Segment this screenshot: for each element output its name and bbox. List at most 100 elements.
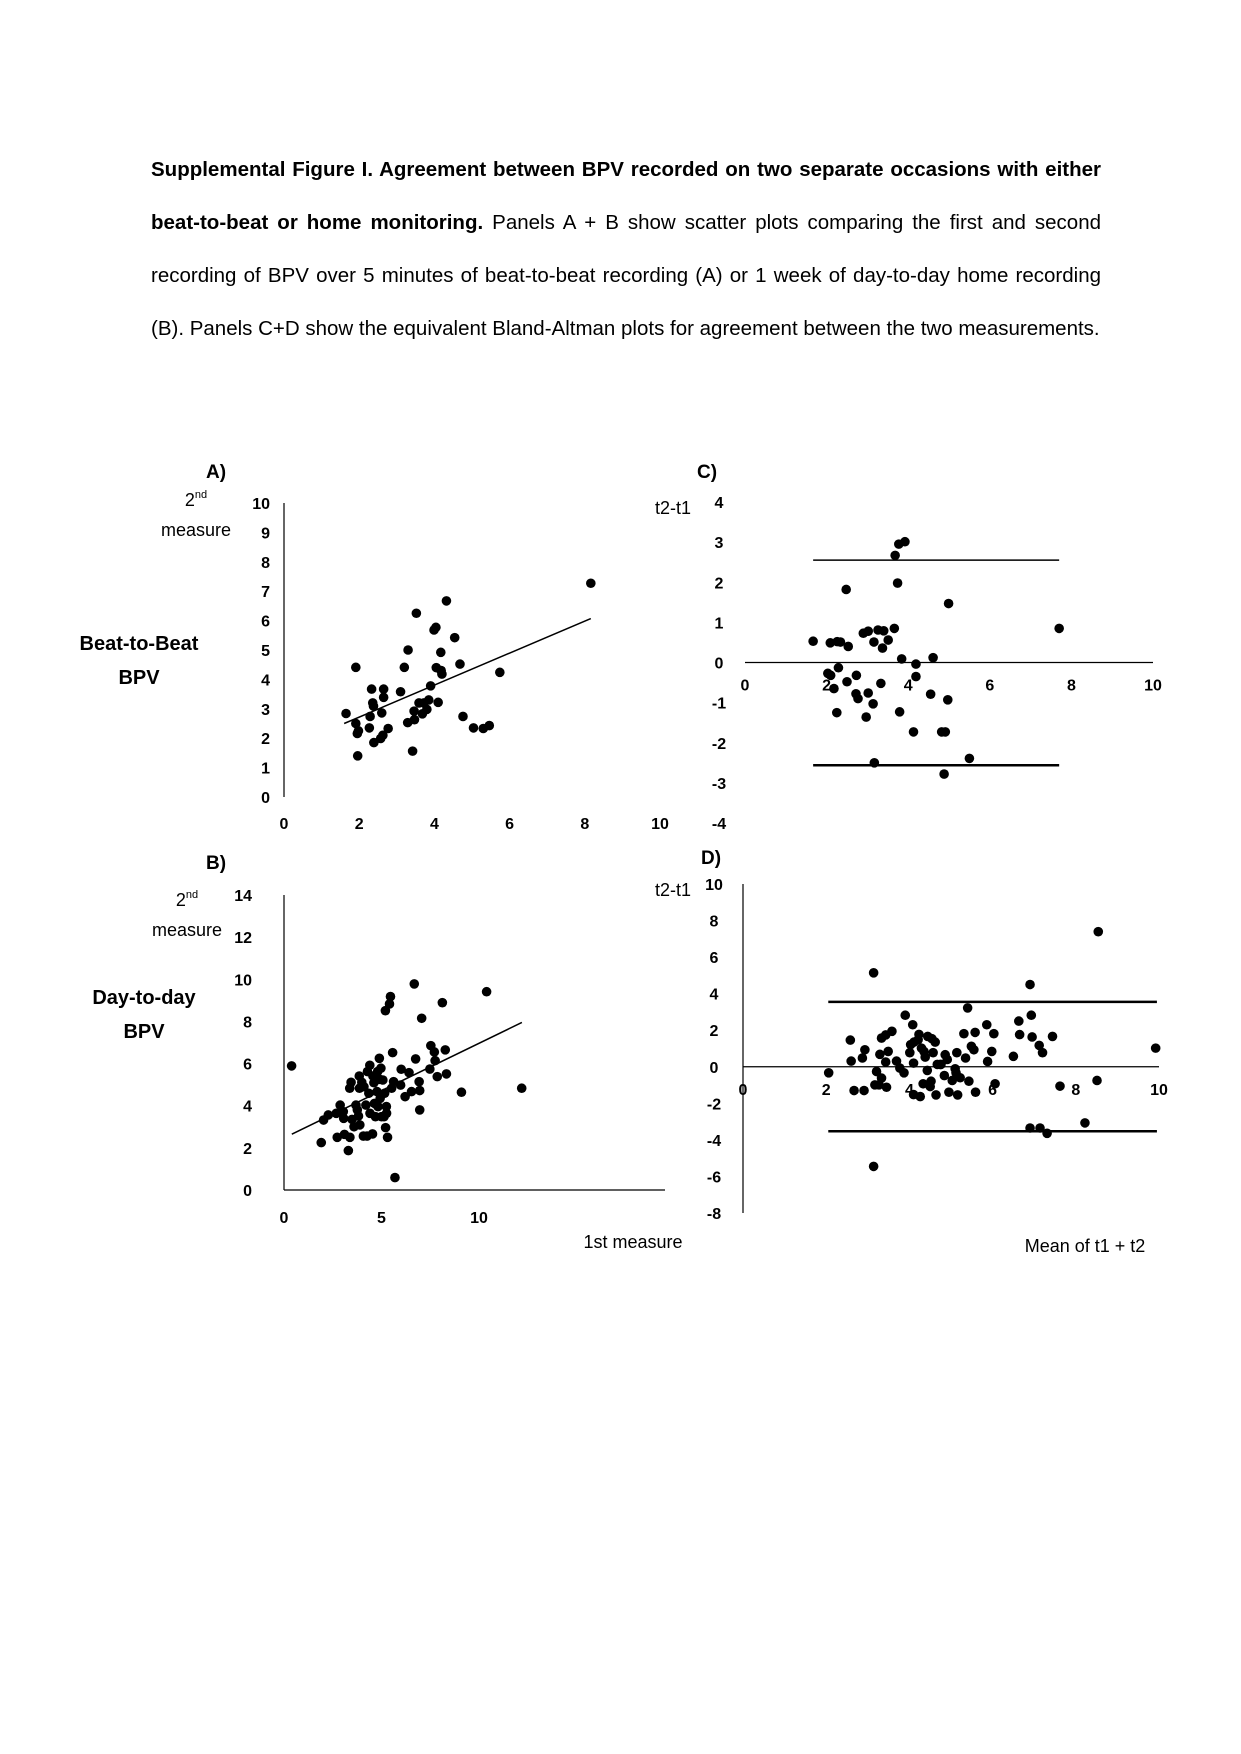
data-point xyxy=(384,999,395,1009)
y-tick-label: 10 xyxy=(252,496,270,513)
y-axis-label-line2: measure xyxy=(161,520,231,540)
ordinal-suffix: nd xyxy=(186,889,198,901)
data-point xyxy=(374,1053,385,1064)
row-label-bottom-2: BPV xyxy=(123,1021,165,1043)
x-tick-label: 10 xyxy=(1150,1082,1168,1099)
data-point xyxy=(381,1101,392,1112)
data-point xyxy=(382,1132,393,1143)
data-point xyxy=(441,596,452,606)
data-point xyxy=(364,723,375,733)
data-point xyxy=(338,1113,349,1124)
data-point xyxy=(914,1029,924,1040)
data-point xyxy=(359,1081,369,1092)
y-tick-label: 0 xyxy=(715,656,724,673)
data-point xyxy=(940,727,951,737)
data-point xyxy=(410,1054,421,1064)
x-tick-label: 8 xyxy=(580,816,589,833)
data-point xyxy=(425,681,436,691)
x-tick-label: 10 xyxy=(1144,678,1162,695)
data-point xyxy=(406,1086,417,1097)
y-tick-label: -4 xyxy=(712,816,726,833)
data-point xyxy=(351,662,361,673)
data-point xyxy=(1055,1081,1065,1091)
data-point xyxy=(1008,1051,1019,1062)
y-tick-label: 14 xyxy=(234,888,252,905)
x-tick-label: 6 xyxy=(988,1082,997,1099)
data-point xyxy=(911,671,921,682)
data-point xyxy=(353,1111,364,1121)
x-tick-label: 8 xyxy=(1067,678,1076,695)
data-point xyxy=(376,1063,386,1074)
x-tick-label: 4 xyxy=(904,678,913,695)
data-point xyxy=(926,1076,936,1087)
y-tick-label: 6 xyxy=(710,950,719,967)
data-point xyxy=(378,684,389,694)
data-point xyxy=(332,1132,343,1143)
data-point xyxy=(341,708,351,719)
data-point xyxy=(843,641,854,652)
data-point xyxy=(970,1027,980,1038)
y-tick-label: 2 xyxy=(715,575,724,592)
data-point xyxy=(939,769,949,779)
data-point xyxy=(896,654,907,664)
data-point xyxy=(431,622,441,633)
data-point xyxy=(900,1010,911,1021)
data-point xyxy=(365,711,375,722)
data-point xyxy=(947,1075,958,1086)
y-tick-label: 5 xyxy=(261,643,270,660)
y-tick-label: 2 xyxy=(710,1023,719,1040)
data-point xyxy=(900,536,910,547)
data-point xyxy=(959,1028,969,1039)
data-point xyxy=(376,708,387,718)
x-tick-label: 10 xyxy=(651,816,669,833)
y-tick-label: 1 xyxy=(261,761,270,778)
data-point xyxy=(390,1172,400,1183)
ordinal-suffix: nd xyxy=(195,489,207,501)
data-point xyxy=(1025,979,1035,990)
trend-line xyxy=(343,617,592,725)
panel-label: A) xyxy=(206,462,226,483)
data-point xyxy=(1035,1123,1045,1133)
data-point xyxy=(361,1100,371,1110)
data-point xyxy=(430,1055,440,1066)
y-axis-label-line1: 2 xyxy=(176,890,186,910)
data-point xyxy=(432,1071,443,1082)
y-tick-label: 4 xyxy=(710,987,719,1004)
x-tick-label: 0 xyxy=(280,816,289,833)
data-point xyxy=(960,1053,971,1063)
y-tick-label: 4 xyxy=(715,495,724,512)
y-tick-label: 8 xyxy=(243,1014,252,1031)
data-point xyxy=(825,670,836,681)
y-tick-label: -8 xyxy=(707,1206,721,1223)
data-point xyxy=(846,1056,856,1066)
data-point xyxy=(458,711,468,722)
y-axis-label-line1: 2 xyxy=(185,490,195,510)
data-point xyxy=(835,637,846,647)
data-point xyxy=(869,637,879,647)
data-point xyxy=(1027,1032,1037,1042)
data-point xyxy=(1014,1029,1025,1040)
x-tick-label: 5 xyxy=(377,1210,386,1227)
y-tick-label: 7 xyxy=(261,584,270,601)
y-axis-label: t2-t1 xyxy=(655,880,691,900)
data-point xyxy=(586,578,596,589)
data-point xyxy=(1092,1075,1102,1086)
x-axis-label: Mean of t1 + t2 xyxy=(1025,1236,1146,1256)
data-point xyxy=(899,1068,909,1078)
data-point xyxy=(845,1035,856,1045)
caption-text: Panels A + B show scatter plots comparin… xyxy=(151,211,1102,340)
y-tick-label: 6 xyxy=(261,614,270,631)
data-point xyxy=(404,1067,414,1078)
data-point xyxy=(399,662,410,673)
data-point xyxy=(920,1052,931,1062)
data-point xyxy=(907,1019,918,1030)
data-point xyxy=(833,662,844,673)
figure-caption: Supplemental Figure I. Agreement between… xyxy=(151,143,1101,355)
data-point xyxy=(441,1069,452,1079)
y-tick-label: -6 xyxy=(707,1169,721,1186)
y-tick-label: 8 xyxy=(710,914,719,931)
y-axis-label: t2-t1 xyxy=(655,498,691,518)
x-tick-label: 2 xyxy=(355,816,364,833)
data-point xyxy=(859,1085,869,1096)
data-point xyxy=(981,1019,992,1030)
